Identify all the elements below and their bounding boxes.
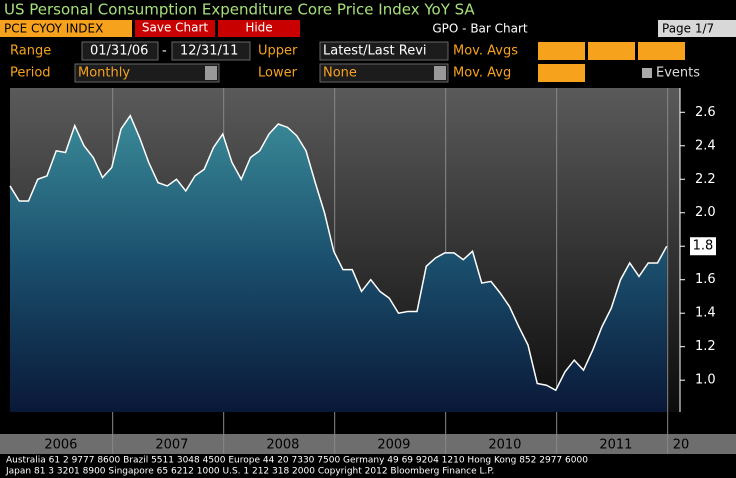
period-dropdown[interactable] — [74, 63, 220, 83]
last-value-box — [690, 237, 716, 256]
mov-avgs-label: Mov. Avgs — [453, 44, 518, 59]
hide-label: Hide — [245, 21, 272, 35]
page: Page 1/7 — [662, 22, 714, 36]
x-year-label: 2006 — [44, 438, 77, 453]
lower-label: Lower — [258, 66, 298, 81]
y-tick-label: 2.6 — [695, 105, 716, 120]
y-tick-label: 2.0 — [695, 205, 716, 220]
page-box — [658, 20, 736, 37]
period-label: Period — [10, 66, 51, 81]
save-label: Save Chart — [142, 21, 209, 35]
y-tick-label: 2.2 — [695, 172, 716, 187]
chart-title: US Personal Consumption Expenditure Core… — [4, 1, 475, 19]
end: 12/31/11 — [180, 44, 238, 59]
mov-avg-field[interactable] — [638, 42, 685, 60]
year-band — [0, 434, 736, 454]
lower: None — [323, 66, 357, 81]
x-year-label: 2009 — [377, 438, 410, 453]
last-value-label: 1.8 — [693, 239, 714, 254]
y-tick-label: 1.4 — [695, 306, 716, 321]
ticker-box[interactable] — [0, 20, 132, 37]
mov-avg-field[interactable] — [538, 42, 585, 60]
footer-line: Japan 81 3 3201 8900 Singapore 65 6212 1… — [5, 467, 494, 477]
x-year-label: 2010 — [488, 438, 521, 453]
function-name: GPO - Bar Chart — [432, 22, 528, 36]
dash: - — [162, 44, 167, 59]
hide-button[interactable] — [218, 20, 300, 37]
upper-field[interactable] — [319, 41, 449, 61]
start-field[interactable] — [81, 41, 159, 61]
y-tick-label: 1.6 — [695, 272, 716, 287]
dropdown-arrow[interactable] — [434, 66, 446, 80]
dropdown-arrow[interactable] — [205, 66, 217, 80]
mov-avg-field[interactable] — [538, 64, 585, 82]
range-label: Range — [10, 44, 51, 59]
events: Events — [656, 66, 700, 81]
mov-avg-label: Mov. Avg — [453, 66, 511, 81]
events-checkbox[interactable] — [642, 68, 652, 78]
end-field[interactable] — [171, 41, 251, 61]
x-year-label: 20 — [673, 438, 690, 453]
y-tick-label: 1.0 — [695, 373, 716, 388]
mov-avg-field[interactable] — [588, 42, 635, 60]
y-tick-label: 2.4 — [695, 138, 716, 153]
x-year-label: 2008 — [266, 438, 299, 453]
period: Monthly — [78, 66, 130, 81]
x-year-label: 2011 — [599, 438, 632, 453]
area — [10, 115, 667, 413]
start: 01/31/06 — [90, 44, 148, 59]
lower-dropdown[interactable] — [319, 63, 449, 83]
y-tick-label: 1.2 — [695, 339, 716, 354]
x-year-label: 2007 — [155, 438, 188, 453]
line — [9, 114, 668, 392]
footer-line: Australia 61 2 9777 8600 Brazil 5511 304… — [6, 456, 588, 466]
save-button[interactable] — [135, 20, 215, 37]
ticker: PCE CYOY INDEX — [4, 22, 103, 36]
upper: Latest/Last Revi — [323, 44, 427, 59]
upper-label: Upper — [258, 44, 298, 59]
